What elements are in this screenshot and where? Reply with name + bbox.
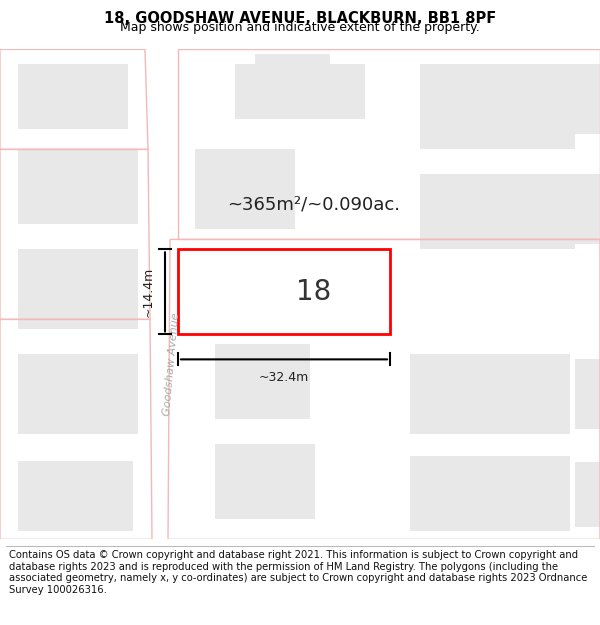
Bar bbox=[178, 249, 390, 334]
Text: ~365m²/~0.090ac.: ~365m²/~0.090ac. bbox=[227, 196, 401, 213]
Bar bbox=[575, 359, 600, 429]
Bar bbox=[215, 344, 310, 419]
Bar bbox=[255, 54, 330, 84]
Bar bbox=[18, 149, 138, 224]
Bar bbox=[575, 174, 600, 244]
Bar bbox=[215, 444, 315, 519]
Bar bbox=[195, 149, 295, 229]
Polygon shape bbox=[148, 49, 198, 539]
Bar bbox=[420, 64, 575, 149]
Bar bbox=[18, 354, 138, 434]
Bar bbox=[235, 64, 365, 119]
Text: Map shows position and indicative extent of the property.: Map shows position and indicative extent… bbox=[120, 21, 480, 34]
Text: 18, GOODSHAW AVENUE, BLACKBURN, BB1 8PF: 18, GOODSHAW AVENUE, BLACKBURN, BB1 8PF bbox=[104, 11, 496, 26]
Bar bbox=[18, 64, 128, 129]
Text: Contains OS data © Crown copyright and database right 2021. This information is : Contains OS data © Crown copyright and d… bbox=[9, 550, 587, 595]
Bar bbox=[410, 456, 570, 531]
Text: 18: 18 bbox=[296, 278, 332, 306]
Text: Goodshaw Avenue: Goodshaw Avenue bbox=[163, 312, 181, 416]
Text: ~32.4m: ~32.4m bbox=[259, 371, 309, 384]
Bar bbox=[195, 259, 285, 324]
Bar bbox=[575, 462, 600, 528]
Bar bbox=[18, 249, 138, 329]
Bar bbox=[410, 354, 570, 434]
Bar bbox=[575, 64, 600, 134]
Bar bbox=[420, 174, 575, 249]
Text: ~14.4m: ~14.4m bbox=[142, 267, 155, 317]
Bar bbox=[18, 461, 133, 531]
